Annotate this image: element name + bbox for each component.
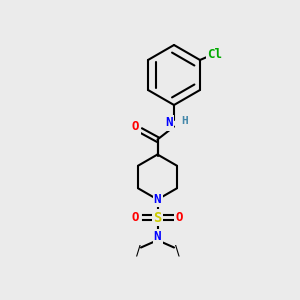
Text: /: / — [136, 244, 140, 257]
Text: N: N — [154, 230, 161, 244]
Text: N: N — [154, 193, 161, 206]
Text: Cl: Cl — [208, 47, 223, 61]
Text: \: \ — [175, 244, 179, 257]
Text: H: H — [181, 116, 188, 127]
Text: O: O — [176, 211, 183, 224]
Text: O: O — [132, 120, 140, 134]
Text: S: S — [153, 211, 162, 224]
Text: O: O — [132, 211, 140, 224]
Text: N: N — [166, 116, 173, 130]
